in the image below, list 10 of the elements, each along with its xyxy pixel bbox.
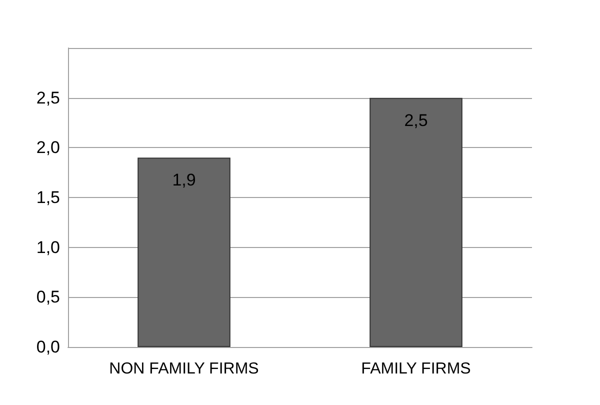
y-tick-label: 2,0 <box>36 138 60 158</box>
y-tick-label: 2,5 <box>36 88 60 108</box>
y-tick-label: 1,0 <box>36 238 60 257</box>
y-tick-label: 0,5 <box>36 288 60 307</box>
data-label: 1,9 <box>172 170 196 190</box>
x-tick-label: NON FAMILY FIRMS <box>109 360 259 378</box>
y-tick-label: 1,5 <box>36 188 60 207</box>
data-label: 2,5 <box>404 110 428 130</box>
y-tick-label: 0,0 <box>36 338 60 356</box>
x-tick-label: FAMILY FIRMS <box>361 360 471 378</box>
